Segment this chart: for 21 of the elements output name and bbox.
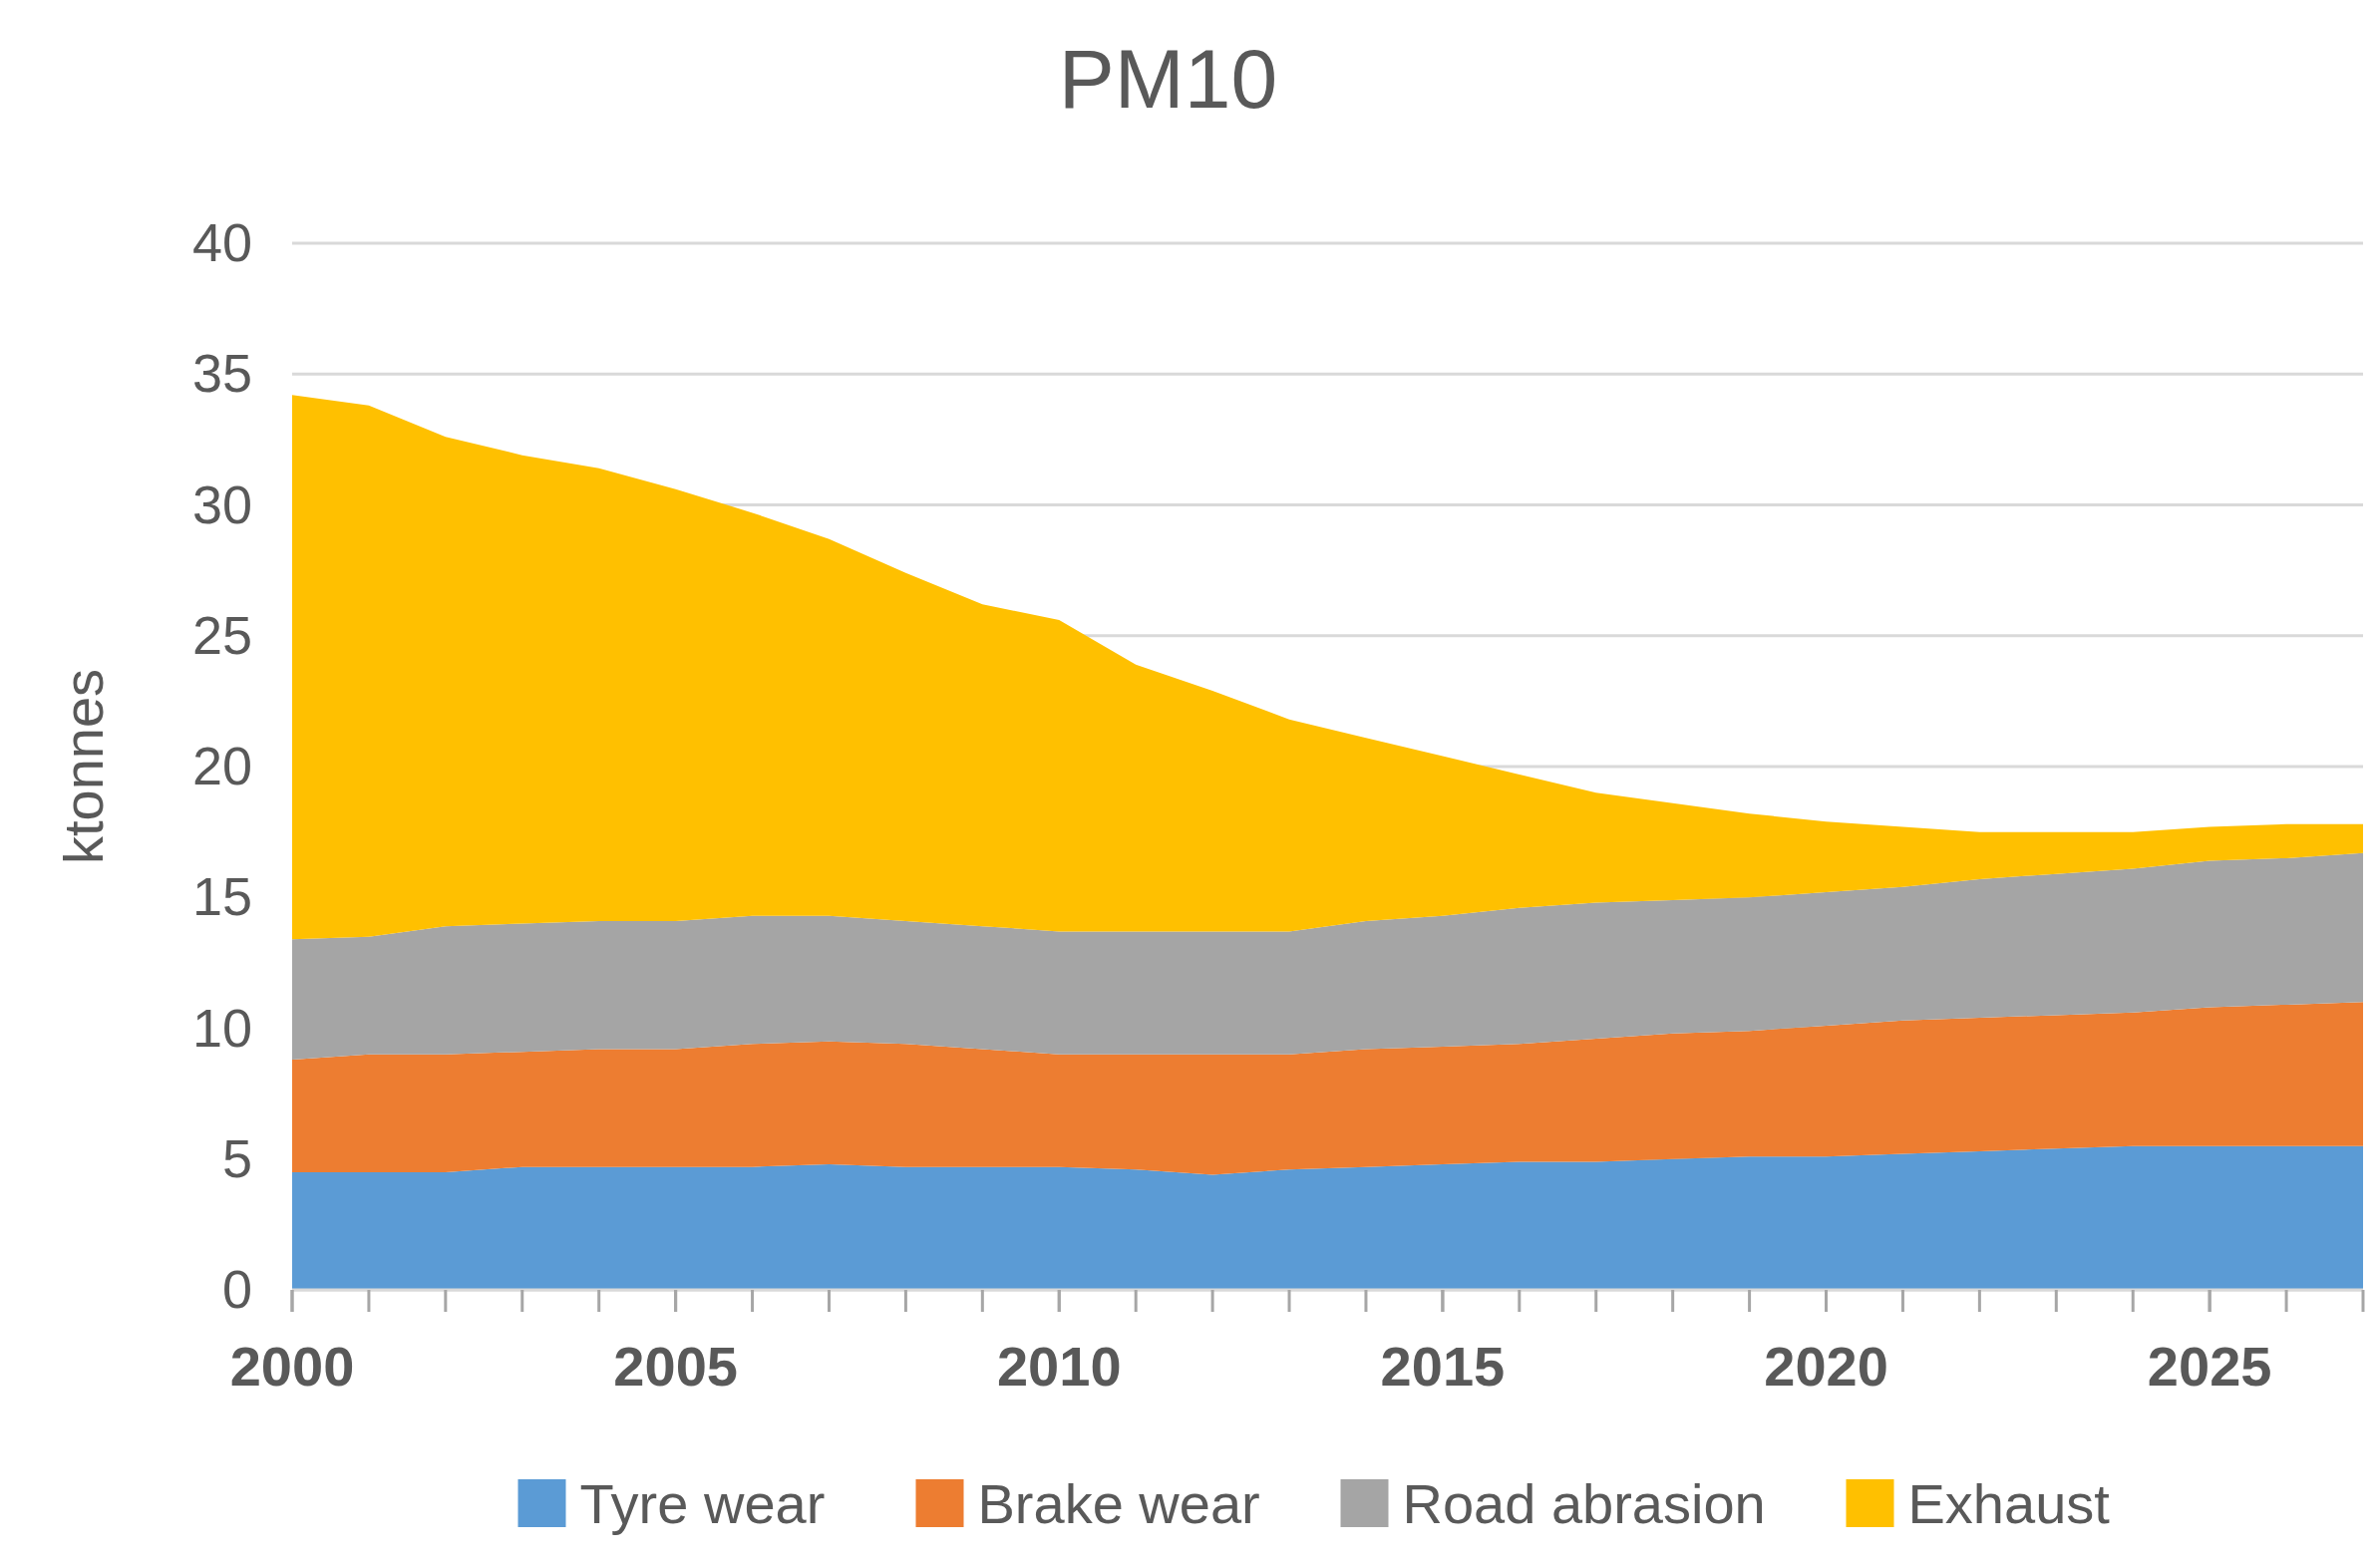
y-tick-label: 0	[221, 1259, 252, 1319]
y-tick-label: 20	[191, 736, 252, 795]
y-tick-label: 10	[191, 997, 252, 1058]
legend-label: Brake wear	[977, 1472, 1260, 1535]
y-tick-label: 15	[191, 866, 252, 927]
y-tick-label: 35	[191, 343, 252, 404]
y-tick-label: 5	[221, 1127, 252, 1188]
y-axis-title: ktonnes	[52, 668, 115, 865]
x-tick-label: 2015	[1380, 1335, 1506, 1398]
x-tick-label: 2000	[229, 1335, 355, 1398]
y-tick-label: 25	[191, 604, 252, 665]
chart-title: PM10	[1058, 32, 1278, 126]
legend-label: Tyre wear	[579, 1472, 826, 1535]
x-tick-label: 2025	[2147, 1335, 2272, 1398]
x-tick-label: 2010	[996, 1335, 1122, 1398]
y-tick-label: 40	[191, 212, 252, 272]
x-tick-label: 2020	[1764, 1335, 1888, 1398]
legend-label: Exhaust	[1907, 1472, 2111, 1535]
legend-label: Road abrasion	[1402, 1472, 1766, 1535]
y-tick-label: 30	[191, 473, 252, 534]
x-tick-label: 2005	[613, 1335, 738, 1398]
